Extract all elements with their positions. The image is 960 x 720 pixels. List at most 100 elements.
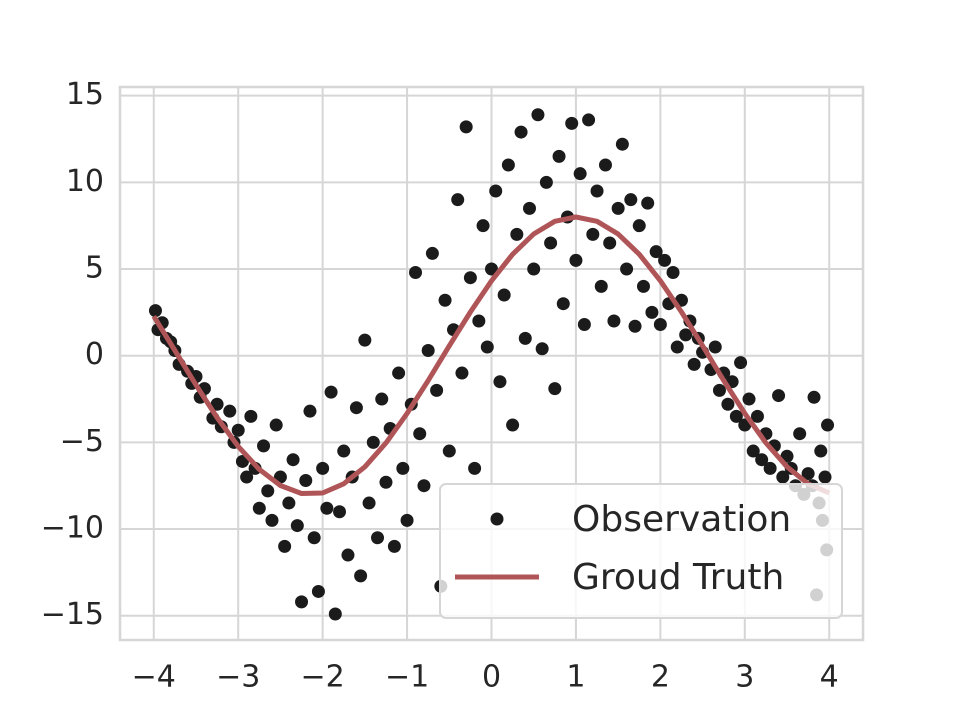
observation-point — [539, 175, 553, 189]
observation-point — [586, 227, 600, 241]
observation-point — [375, 392, 389, 406]
observation-point — [320, 501, 334, 515]
observation-point — [438, 293, 452, 307]
observation-point — [636, 279, 650, 293]
x-tick-label: −1 — [385, 660, 429, 695]
observation-point — [417, 479, 431, 493]
observation-point — [485, 262, 498, 276]
observation-point — [362, 496, 376, 510]
observation-point — [721, 397, 735, 411]
x-tick-label: 3 — [735, 660, 754, 695]
truth-line — [151, 214, 831, 496]
observation-point — [311, 584, 325, 598]
observation-point — [552, 149, 566, 163]
observation-point — [807, 390, 821, 404]
observation-point — [244, 409, 258, 423]
observation-point — [527, 262, 541, 276]
observation-point — [772, 389, 786, 403]
y-tick-label: 15 — [66, 77, 104, 112]
observation-point — [261, 484, 275, 498]
observation-point — [818, 470, 832, 484]
observation-point — [620, 262, 634, 276]
observation-point — [472, 314, 486, 328]
observation-point — [670, 340, 684, 354]
y-tick-label: 0 — [85, 337, 104, 372]
observation-point — [746, 444, 760, 458]
observation-point — [328, 607, 342, 621]
observation-point — [240, 470, 254, 484]
observation-point — [548, 382, 562, 396]
observation-point — [290, 519, 304, 533]
observation-point — [497, 288, 511, 302]
observation-point — [307, 531, 321, 545]
observation-point — [590, 184, 604, 198]
observation-point — [801, 467, 815, 481]
observation-point — [624, 193, 638, 207]
observation-point — [603, 236, 617, 250]
observation-point — [349, 401, 363, 415]
observation-point — [463, 271, 477, 285]
observation-point — [480, 340, 494, 354]
legend-label: Observation — [572, 499, 791, 540]
observation-point — [354, 569, 368, 583]
observation-point — [522, 201, 536, 215]
observation-point — [282, 496, 296, 510]
x-tick-label: 4 — [820, 660, 839, 695]
observation-point — [814, 444, 828, 458]
x-tick-label: −3 — [216, 660, 260, 695]
observation-point — [531, 108, 545, 122]
observation-point — [742, 392, 756, 406]
observation-point — [430, 383, 444, 397]
observation-point — [755, 453, 769, 467]
observation-point — [556, 297, 570, 311]
legend-label: Groud Truth — [572, 557, 784, 598]
observation-point — [750, 409, 764, 423]
y-tick-label: −15 — [41, 597, 104, 632]
observation-point — [476, 219, 490, 233]
observation-point — [544, 236, 558, 250]
observation-point — [358, 333, 372, 347]
observation-point — [514, 125, 528, 139]
observation-point — [708, 340, 722, 354]
x-tick-label: 1 — [566, 660, 585, 695]
observation-point — [379, 475, 393, 489]
observation-point — [658, 253, 672, 267]
x-tick-label: 0 — [482, 660, 501, 695]
observation-point — [148, 304, 162, 318]
observation-point — [734, 356, 748, 370]
observation-point — [510, 227, 524, 241]
observation-point — [286, 453, 300, 467]
observation-point — [252, 501, 266, 515]
observation-point — [451, 193, 465, 207]
observation-point — [265, 513, 279, 527]
observation-point — [269, 418, 283, 432]
observation-point — [371, 531, 385, 545]
observation-point — [257, 439, 271, 453]
observation-point — [506, 418, 520, 432]
observation-point — [679, 328, 693, 342]
observation-point — [396, 461, 410, 475]
observation-point — [518, 331, 532, 345]
observation-point — [653, 317, 667, 331]
x-tick-label: −4 — [132, 660, 176, 695]
observation-point — [493, 375, 507, 389]
observation-point — [324, 385, 338, 399]
observation-point — [223, 404, 237, 418]
observation-point — [611, 201, 625, 215]
observation-point — [582, 113, 596, 127]
observation-point — [763, 461, 777, 475]
x-tick-label: −2 — [301, 660, 345, 695]
observation-point — [366, 435, 380, 449]
observation-point — [400, 513, 414, 527]
observation-point — [793, 427, 807, 441]
observation-point — [210, 397, 224, 411]
observation-point — [501, 158, 515, 172]
legend: Observation Groud Truth — [439, 483, 843, 619]
observation-point — [316, 461, 330, 475]
observation-point — [729, 409, 743, 423]
x-tick-label: 2 — [651, 660, 670, 695]
observation-point — [455, 366, 469, 380]
observation-point — [278, 539, 292, 553]
y-tick-label: 5 — [85, 251, 104, 286]
